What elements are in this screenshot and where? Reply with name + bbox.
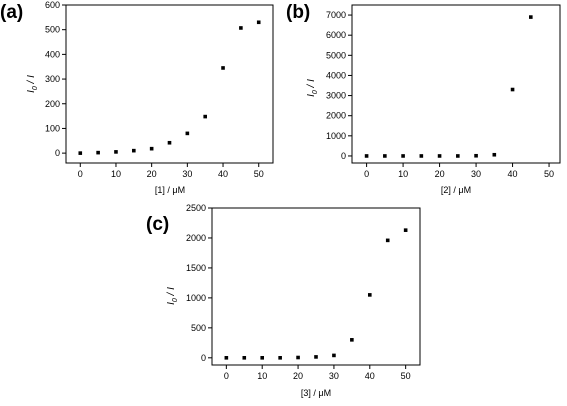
x-tick-label-a-3: 30 — [182, 169, 192, 179]
data-point-c-1 — [242, 356, 247, 360]
y-axis-title-a: I0 / I — [26, 75, 39, 93]
data-point-b-6 — [474, 153, 478, 158]
data-point-a-3 — [132, 148, 136, 153]
y-tick-label-a-3: 300 — [45, 74, 60, 84]
data-point-a-9 — [239, 26, 243, 30]
data-point-b-1 — [383, 154, 387, 158]
x-tick-label-a-4: 40 — [218, 169, 228, 179]
data-point-a-6 — [185, 131, 190, 136]
ticks-b: 0 10 20 30 40 50 0 1000 2000 3000 4000 5000 6000 7000 — [326, 10, 554, 179]
data-point-b-0 — [364, 154, 369, 158]
y-tick-label-c-3: 1500 — [186, 263, 206, 273]
data-point-a-10 — [256, 20, 261, 25]
y-tick-label-c-0: 0 — [201, 353, 206, 363]
x-tick-label-b-1: 10 — [398, 169, 408, 179]
data-point-a-1 — [96, 150, 100, 155]
data-point-c-4 — [296, 355, 300, 360]
points-a — [78, 20, 261, 155]
y-tick-label-c-4: 2000 — [186, 233, 206, 243]
data-point-a-2 — [114, 150, 118, 154]
y-tick-label-c-2: 1000 — [186, 293, 206, 303]
svg-text:I0 / I: I0 / I — [26, 75, 39, 93]
y-tick-label-b-6: 6000 — [326, 30, 346, 40]
data-point-c-5 — [314, 355, 318, 359]
y-tick-label-a-2: 200 — [45, 99, 60, 109]
points-b — [364, 15, 533, 158]
data-point-c-9 — [385, 238, 390, 243]
data-point-a-4 — [149, 146, 154, 151]
x-axis-title-c: [3] / μM — [301, 388, 331, 398]
y-tick-label-a-6: 600 — [45, 0, 60, 10]
data-point-a-7 — [203, 114, 207, 119]
y-axis-title-b: I0 / I — [306, 79, 319, 97]
y-tick-label-a-1: 100 — [45, 123, 60, 133]
y-tick-label-b-0: 0 — [341, 151, 346, 161]
y-tick-label-b-4: 4000 — [326, 70, 346, 80]
plot-frame-c — [211, 207, 421, 366]
y-tick-label-c-1: 500 — [191, 323, 206, 333]
x-tick-label-b-0: 0 — [364, 169, 369, 179]
data-point-c-0 — [224, 356, 229, 360]
x-tick-label-a-2: 20 — [147, 169, 157, 179]
svg-text:I0 / I: I0 / I — [166, 287, 179, 305]
data-point-a-5 — [167, 140, 172, 145]
x-tick-label-a-1: 10 — [111, 169, 121, 179]
x-tick-label-a-5: 50 — [254, 169, 264, 179]
plot-frame-a — [65, 4, 274, 164]
data-point-c-8 — [367, 293, 372, 297]
x-tick-label-c-3: 30 — [329, 371, 339, 381]
panel-label-a: (a) — [0, 2, 23, 23]
data-point-b-3 — [419, 154, 424, 158]
data-point-c-10 — [403, 228, 408, 232]
y-tick-label-a-0: 0 — [55, 148, 60, 158]
data-point-c-6 — [332, 353, 336, 358]
x-axis-title-b: [2] / μM — [441, 185, 471, 195]
svg-text:I0 / I: I0 / I — [306, 79, 319, 97]
data-point-b-9 — [529, 15, 533, 19]
plot-frame-b — [351, 4, 561, 164]
data-point-b-7 — [492, 152, 497, 157]
y-tick-label-a-4: 400 — [45, 49, 60, 59]
data-point-c-7 — [350, 338, 354, 342]
y-tick-label-b-3: 3000 — [326, 91, 346, 101]
points-c — [224, 228, 408, 360]
x-tick-label-c-4: 40 — [365, 371, 375, 381]
data-point-a-0 — [78, 151, 83, 155]
x-axis-title-a: [1] / μM — [155, 185, 185, 195]
x-tick-label-b-5: 50 — [544, 169, 554, 179]
y-axis-title-c: I0 / I — [166, 287, 179, 305]
panel-b: (b) 0 10 20 30 40 50 0 1000 2000 3000 4000 5000 6000… — [286, 2, 561, 195]
data-point-c-2 — [260, 356, 265, 360]
x-tick-label-c-0: 0 — [224, 371, 229, 381]
panel-label-c: (c) — [146, 214, 169, 235]
panel-label-b: (b) — [286, 2, 310, 23]
x-tick-label-b-2: 20 — [435, 169, 445, 179]
data-point-c-3 — [278, 356, 282, 360]
y-tick-label-c-5: 2500 — [186, 203, 206, 213]
x-tick-label-c-1: 10 — [257, 371, 267, 381]
x-tick-label-c-5: 50 — [401, 371, 411, 381]
data-point-b-5 — [456, 154, 460, 158]
data-point-b-4 — [437, 154, 442, 158]
x-tick-label-c-2: 20 — [293, 371, 303, 381]
x-tick-label-b-4: 40 — [508, 169, 518, 179]
y-tick-label-b-5: 5000 — [326, 50, 346, 60]
y-tick-label-b-7: 7000 — [326, 10, 346, 20]
y-tick-label-b-1: 1000 — [326, 131, 346, 141]
data-point-b-2 — [401, 154, 405, 158]
y-tick-label-a-5: 500 — [45, 25, 60, 35]
data-point-b-8 — [510, 87, 515, 92]
y-tick-label-b-2: 2000 — [326, 111, 346, 121]
data-point-a-8 — [221, 66, 225, 70]
x-tick-label-b-3: 30 — [471, 169, 481, 179]
x-tick-label-a-0: 0 — [78, 169, 83, 179]
